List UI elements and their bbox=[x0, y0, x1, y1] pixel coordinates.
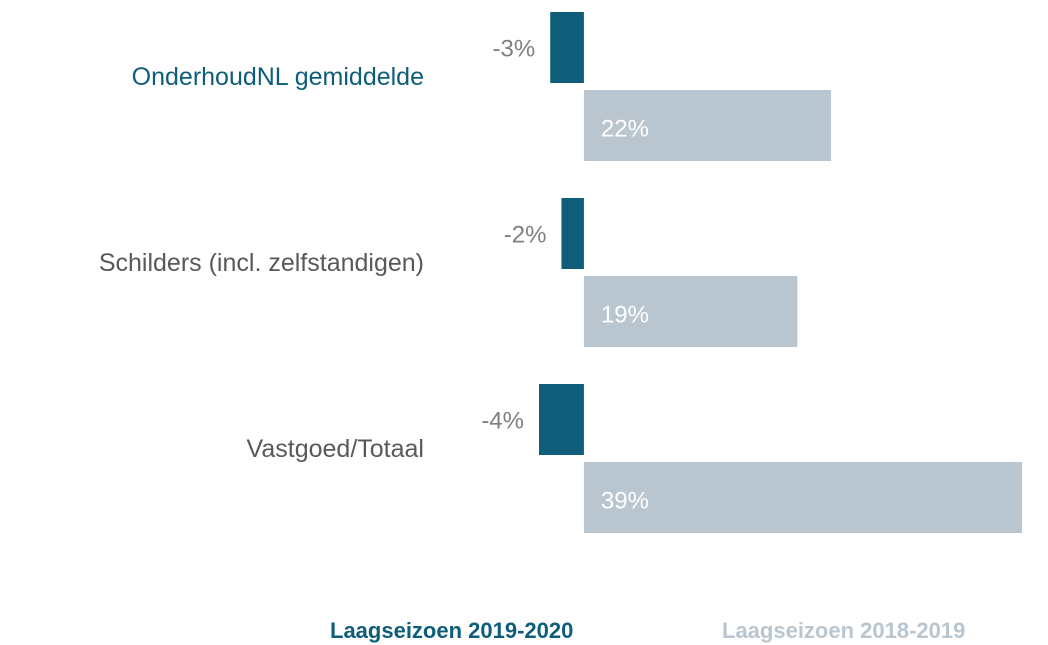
bar bbox=[583, 276, 798, 347]
value-label: 22% bbox=[601, 115, 649, 142]
bar bbox=[583, 90, 832, 161]
legend-entry: Laagseizoen 2019-2020 bbox=[330, 618, 573, 643]
bar bbox=[583, 462, 1022, 533]
value-label: -3% bbox=[493, 35, 536, 62]
value-label: 19% bbox=[601, 301, 649, 328]
bar bbox=[550, 12, 584, 83]
category-label: OnderhoudNL gemiddelde bbox=[132, 63, 424, 91]
value-label: 39% bbox=[601, 487, 649, 514]
value-label: -4% bbox=[481, 407, 524, 434]
bar bbox=[539, 384, 584, 455]
legend-entry: Laagseizoen 2018-2019 bbox=[722, 618, 965, 643]
category-label: Schilders (incl. zelfstandigen) bbox=[99, 249, 424, 277]
bar bbox=[561, 198, 584, 269]
value-label: -2% bbox=[504, 221, 547, 248]
category-label: Vastgoed/Totaal bbox=[247, 435, 424, 463]
